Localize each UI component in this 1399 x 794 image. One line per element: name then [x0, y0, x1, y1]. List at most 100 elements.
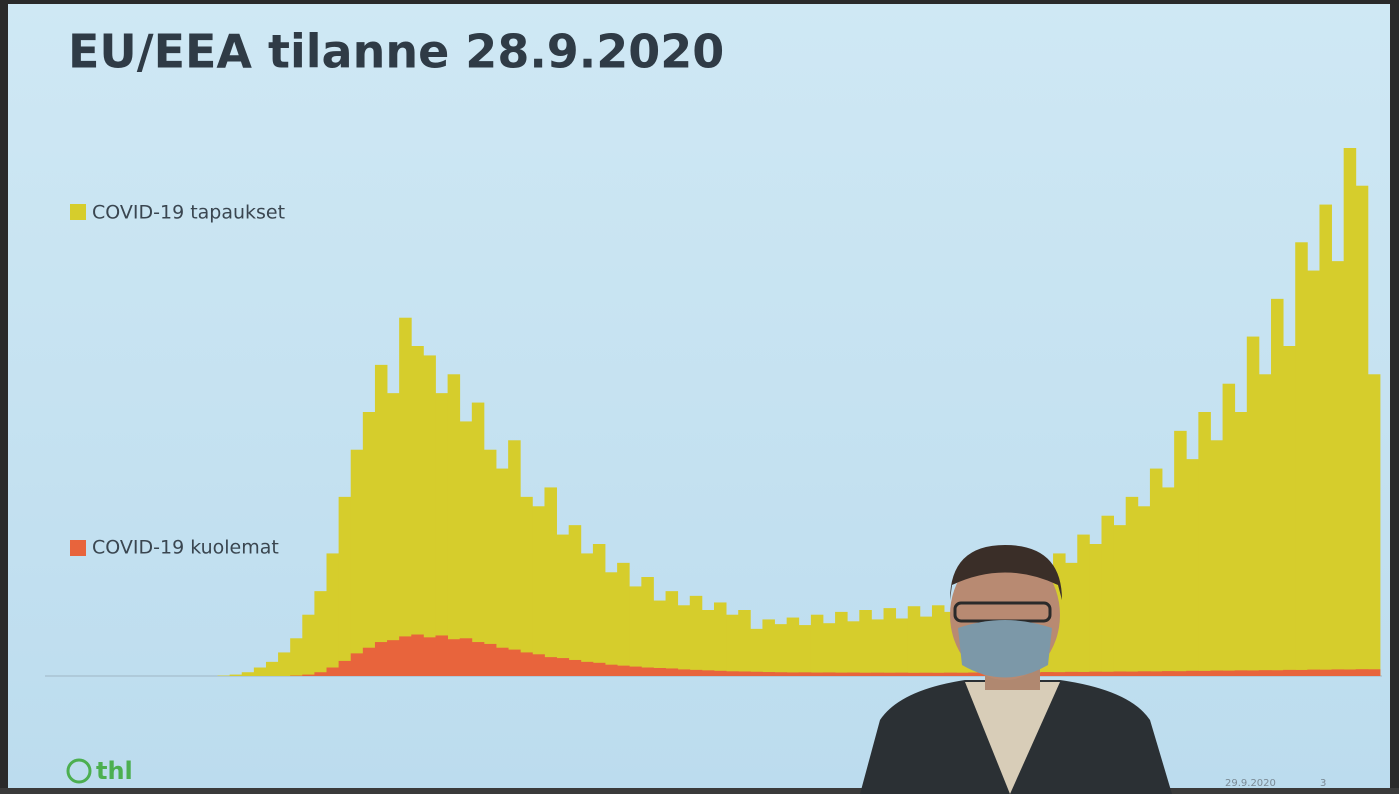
- logo-icon: [66, 758, 92, 784]
- bar: [629, 666, 642, 676]
- bar: [508, 440, 521, 676]
- bar: [762, 672, 775, 676]
- legend-swatch: [70, 204, 86, 220]
- bar: [1162, 487, 1175, 676]
- bar: [338, 660, 352, 676]
- bar: [508, 649, 521, 676]
- bar: [919, 672, 933, 676]
- bar: [701, 610, 715, 676]
- bar: [350, 653, 364, 676]
- bar: [605, 664, 618, 676]
- bar: [302, 674, 315, 676]
- bar: [1077, 534, 1090, 676]
- bar: [1210, 440, 1223, 676]
- bar: [822, 623, 836, 676]
- bar: [738, 610, 751, 676]
- bar: [1186, 670, 1199, 676]
- bar: [362, 412, 376, 676]
- bar: [786, 617, 800, 676]
- bar: [1295, 669, 1308, 676]
- bar: [338, 496, 352, 676]
- bar: [568, 525, 582, 676]
- bar: [447, 374, 461, 676]
- legend-label: COVID-19 kuolemat: [92, 537, 279, 559]
- bar: [483, 449, 497, 676]
- bar: [556, 534, 570, 676]
- bar: [399, 636, 412, 676]
- bar: [1319, 204, 1332, 677]
- bar: [1101, 671, 1114, 676]
- bar: [520, 652, 533, 676]
- legend-swatch: [70, 540, 86, 556]
- bar: [1174, 430, 1187, 676]
- bar: [568, 659, 582, 676]
- bar: [617, 665, 630, 676]
- bar: [726, 671, 739, 676]
- bar: [847, 621, 860, 676]
- bar: [1174, 671, 1187, 676]
- bar: [592, 544, 606, 676]
- bar: [859, 672, 872, 676]
- bar: [629, 586, 642, 676]
- bar: [1149, 671, 1163, 676]
- bar: [459, 421, 473, 676]
- bar: [459, 638, 473, 676]
- speaker-hair: [950, 545, 1062, 600]
- bar: [1367, 669, 1381, 676]
- bar: [822, 672, 836, 676]
- bar: [1307, 270, 1320, 676]
- bar: [1246, 336, 1260, 676]
- bar: [265, 661, 279, 676]
- bar: [326, 667, 340, 676]
- bar: [1355, 185, 1369, 676]
- bar: [798, 672, 812, 676]
- bar: [871, 619, 884, 676]
- speaker-mask: [958, 620, 1052, 678]
- bar: [532, 506, 545, 676]
- bar: [1234, 670, 1248, 676]
- bar: [1089, 544, 1102, 676]
- bar: [314, 591, 327, 676]
- bar: [362, 647, 376, 676]
- bar: [1258, 670, 1272, 676]
- legend-label: COVID-19 tapaukset: [92, 202, 285, 224]
- bar: [290, 638, 303, 676]
- bar: [835, 672, 848, 676]
- bar: [919, 616, 933, 676]
- bar: [483, 643, 497, 676]
- bar: [520, 496, 533, 676]
- bar: [665, 668, 679, 676]
- bar: [1343, 669, 1357, 676]
- bar: [665, 591, 679, 676]
- bar: [956, 672, 969, 676]
- bar: [738, 671, 751, 676]
- bar: [1113, 671, 1127, 676]
- bar: [374, 642, 388, 676]
- bar: [1040, 672, 1054, 676]
- bar: [1125, 671, 1139, 676]
- chart-title: EU/EEA tilanne 28.9.2020: [68, 25, 724, 79]
- bar: [1319, 669, 1332, 676]
- bar: [1271, 298, 1284, 676]
- bar: [302, 614, 315, 676]
- bar: [496, 647, 509, 676]
- bar: [1222, 670, 1236, 676]
- footer-page: 3: [1320, 778, 1326, 789]
- bar: [1331, 261, 1345, 676]
- bar: [1331, 669, 1345, 676]
- bar: [350, 449, 364, 676]
- bar: [314, 672, 327, 676]
- bar: [798, 625, 812, 676]
- bar: [1355, 669, 1369, 676]
- bar: [1137, 506, 1151, 676]
- bar: [471, 642, 485, 676]
- bar: [1186, 459, 1199, 676]
- bar: [835, 611, 848, 676]
- bar: [1283, 669, 1296, 676]
- bar: [241, 672, 255, 676]
- bar: [1198, 670, 1211, 676]
- bar: [471, 402, 485, 676]
- bar: [653, 600, 666, 676]
- bar: [859, 610, 872, 676]
